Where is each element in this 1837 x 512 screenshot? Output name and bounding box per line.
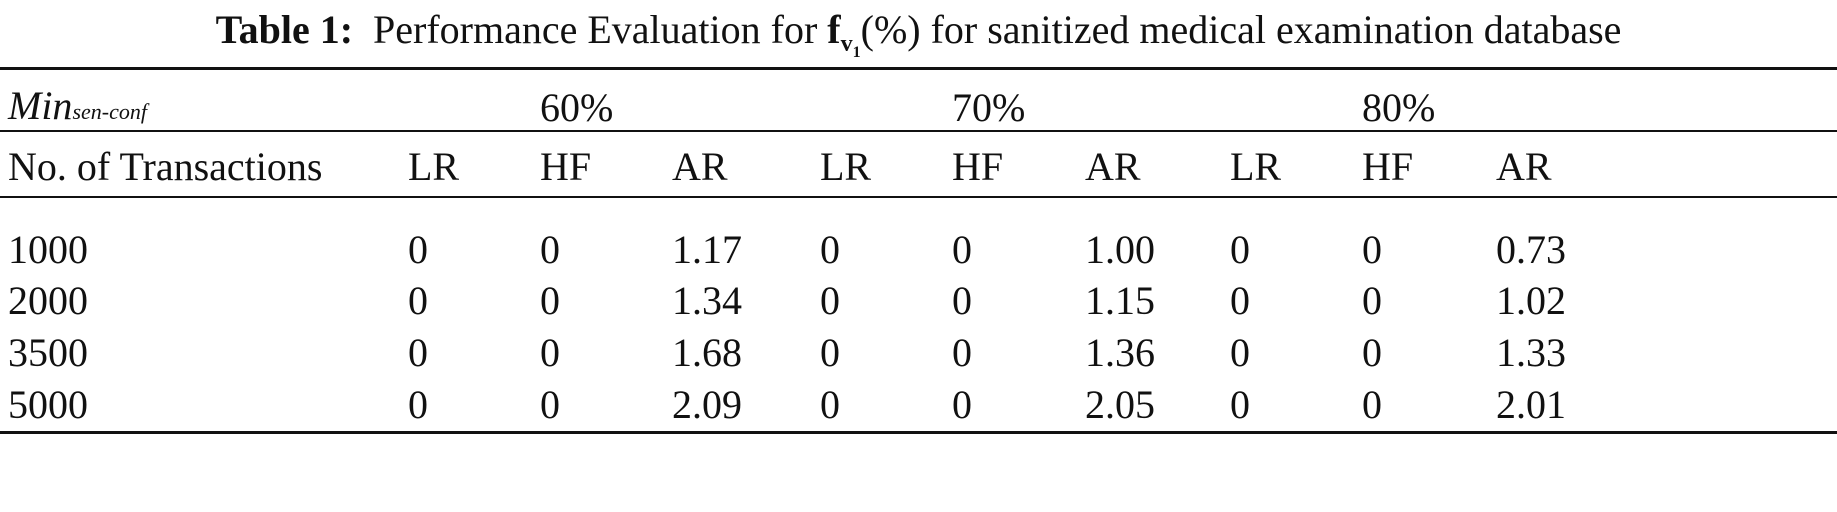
cell: 0 — [1230, 227, 1250, 272]
cell: 0 — [820, 227, 840, 272]
cell: 1.15 — [1085, 278, 1155, 323]
caption-text: (%) for sanitized medical examination da… — [860, 7, 1622, 52]
cell: 0 — [1362, 330, 1382, 375]
cell: 0 — [408, 278, 428, 323]
cell: 0 — [952, 330, 972, 375]
table-caption: Table 1: Performance Evaluation for fv1(… — [0, 6, 1837, 62]
bottom-rule — [0, 431, 1837, 434]
column-header: HF — [1362, 144, 1414, 189]
min-sub: sen-conf — [72, 99, 147, 124]
row-label: 3500 — [8, 330, 88, 375]
cell: 0 — [820, 278, 840, 323]
cell: 2.05 — [1085, 382, 1155, 427]
cell: 1.17 — [672, 227, 742, 272]
column-header: AR — [1496, 144, 1552, 189]
cell: 0 — [540, 227, 560, 272]
symbol: f — [827, 7, 841, 52]
column-header: HF — [540, 144, 592, 189]
cell: 0 — [952, 227, 972, 272]
min-label: Minsen-conf — [8, 86, 147, 126]
cell: 0 — [820, 382, 840, 427]
cell: 0 — [540, 382, 560, 427]
cell: 1.36 — [1085, 330, 1155, 375]
column-header: HF — [952, 144, 1004, 189]
caption-label: Table 1: — [215, 7, 354, 52]
row-label: 5000 — [8, 382, 88, 427]
symbol-sub: v1 — [840, 31, 861, 61]
column-header: LR — [1230, 144, 1282, 189]
column-header: LR — [408, 144, 460, 189]
cell: 0 — [820, 330, 840, 375]
cell: 0 — [1362, 227, 1382, 272]
cell: 0 — [1230, 382, 1250, 427]
cell: 0 — [952, 278, 972, 323]
mid-rule — [0, 196, 1837, 198]
cell: 1.33 — [1496, 330, 1566, 375]
group-header: 80% — [1362, 85, 1436, 130]
group-header: 70% — [952, 85, 1026, 130]
symbol-sub-text: v — [840, 31, 853, 57]
row-label: 1000 — [8, 227, 88, 272]
cell: 0 — [540, 330, 560, 375]
cell: 0 — [952, 382, 972, 427]
group-header: 60% — [540, 85, 614, 130]
cell: 0 — [408, 330, 428, 375]
cell: 0 — [1362, 382, 1382, 427]
cell: 0.73 — [1496, 227, 1566, 272]
cell: 0 — [540, 278, 560, 323]
cell: 1.34 — [672, 278, 742, 323]
column-header: AR — [672, 144, 728, 189]
column-header: No. of Transactions — [8, 144, 323, 189]
cell: 0 — [1230, 278, 1250, 323]
symbol-subsub: 1 — [852, 44, 861, 61]
cell: 1.00 — [1085, 227, 1155, 272]
column-header: LR — [820, 144, 872, 189]
min-main: Min — [8, 83, 73, 128]
cell: 1.02 — [1496, 278, 1566, 323]
column-header: AR — [1085, 144, 1141, 189]
cell: 0 — [1230, 330, 1250, 375]
top-rule — [0, 67, 1837, 70]
cell: 0 — [408, 382, 428, 427]
cell: 2.09 — [672, 382, 742, 427]
mid-rule — [0, 130, 1837, 132]
cell: 0 — [408, 227, 428, 272]
cell: 1.68 — [672, 330, 742, 375]
cell: 2.01 — [1496, 382, 1566, 427]
row-label: 2000 — [8, 278, 88, 323]
cell: 0 — [1362, 278, 1382, 323]
caption-text: Performance Evaluation for — [373, 7, 818, 52]
caption-symbol: fv1 — [827, 7, 860, 61]
